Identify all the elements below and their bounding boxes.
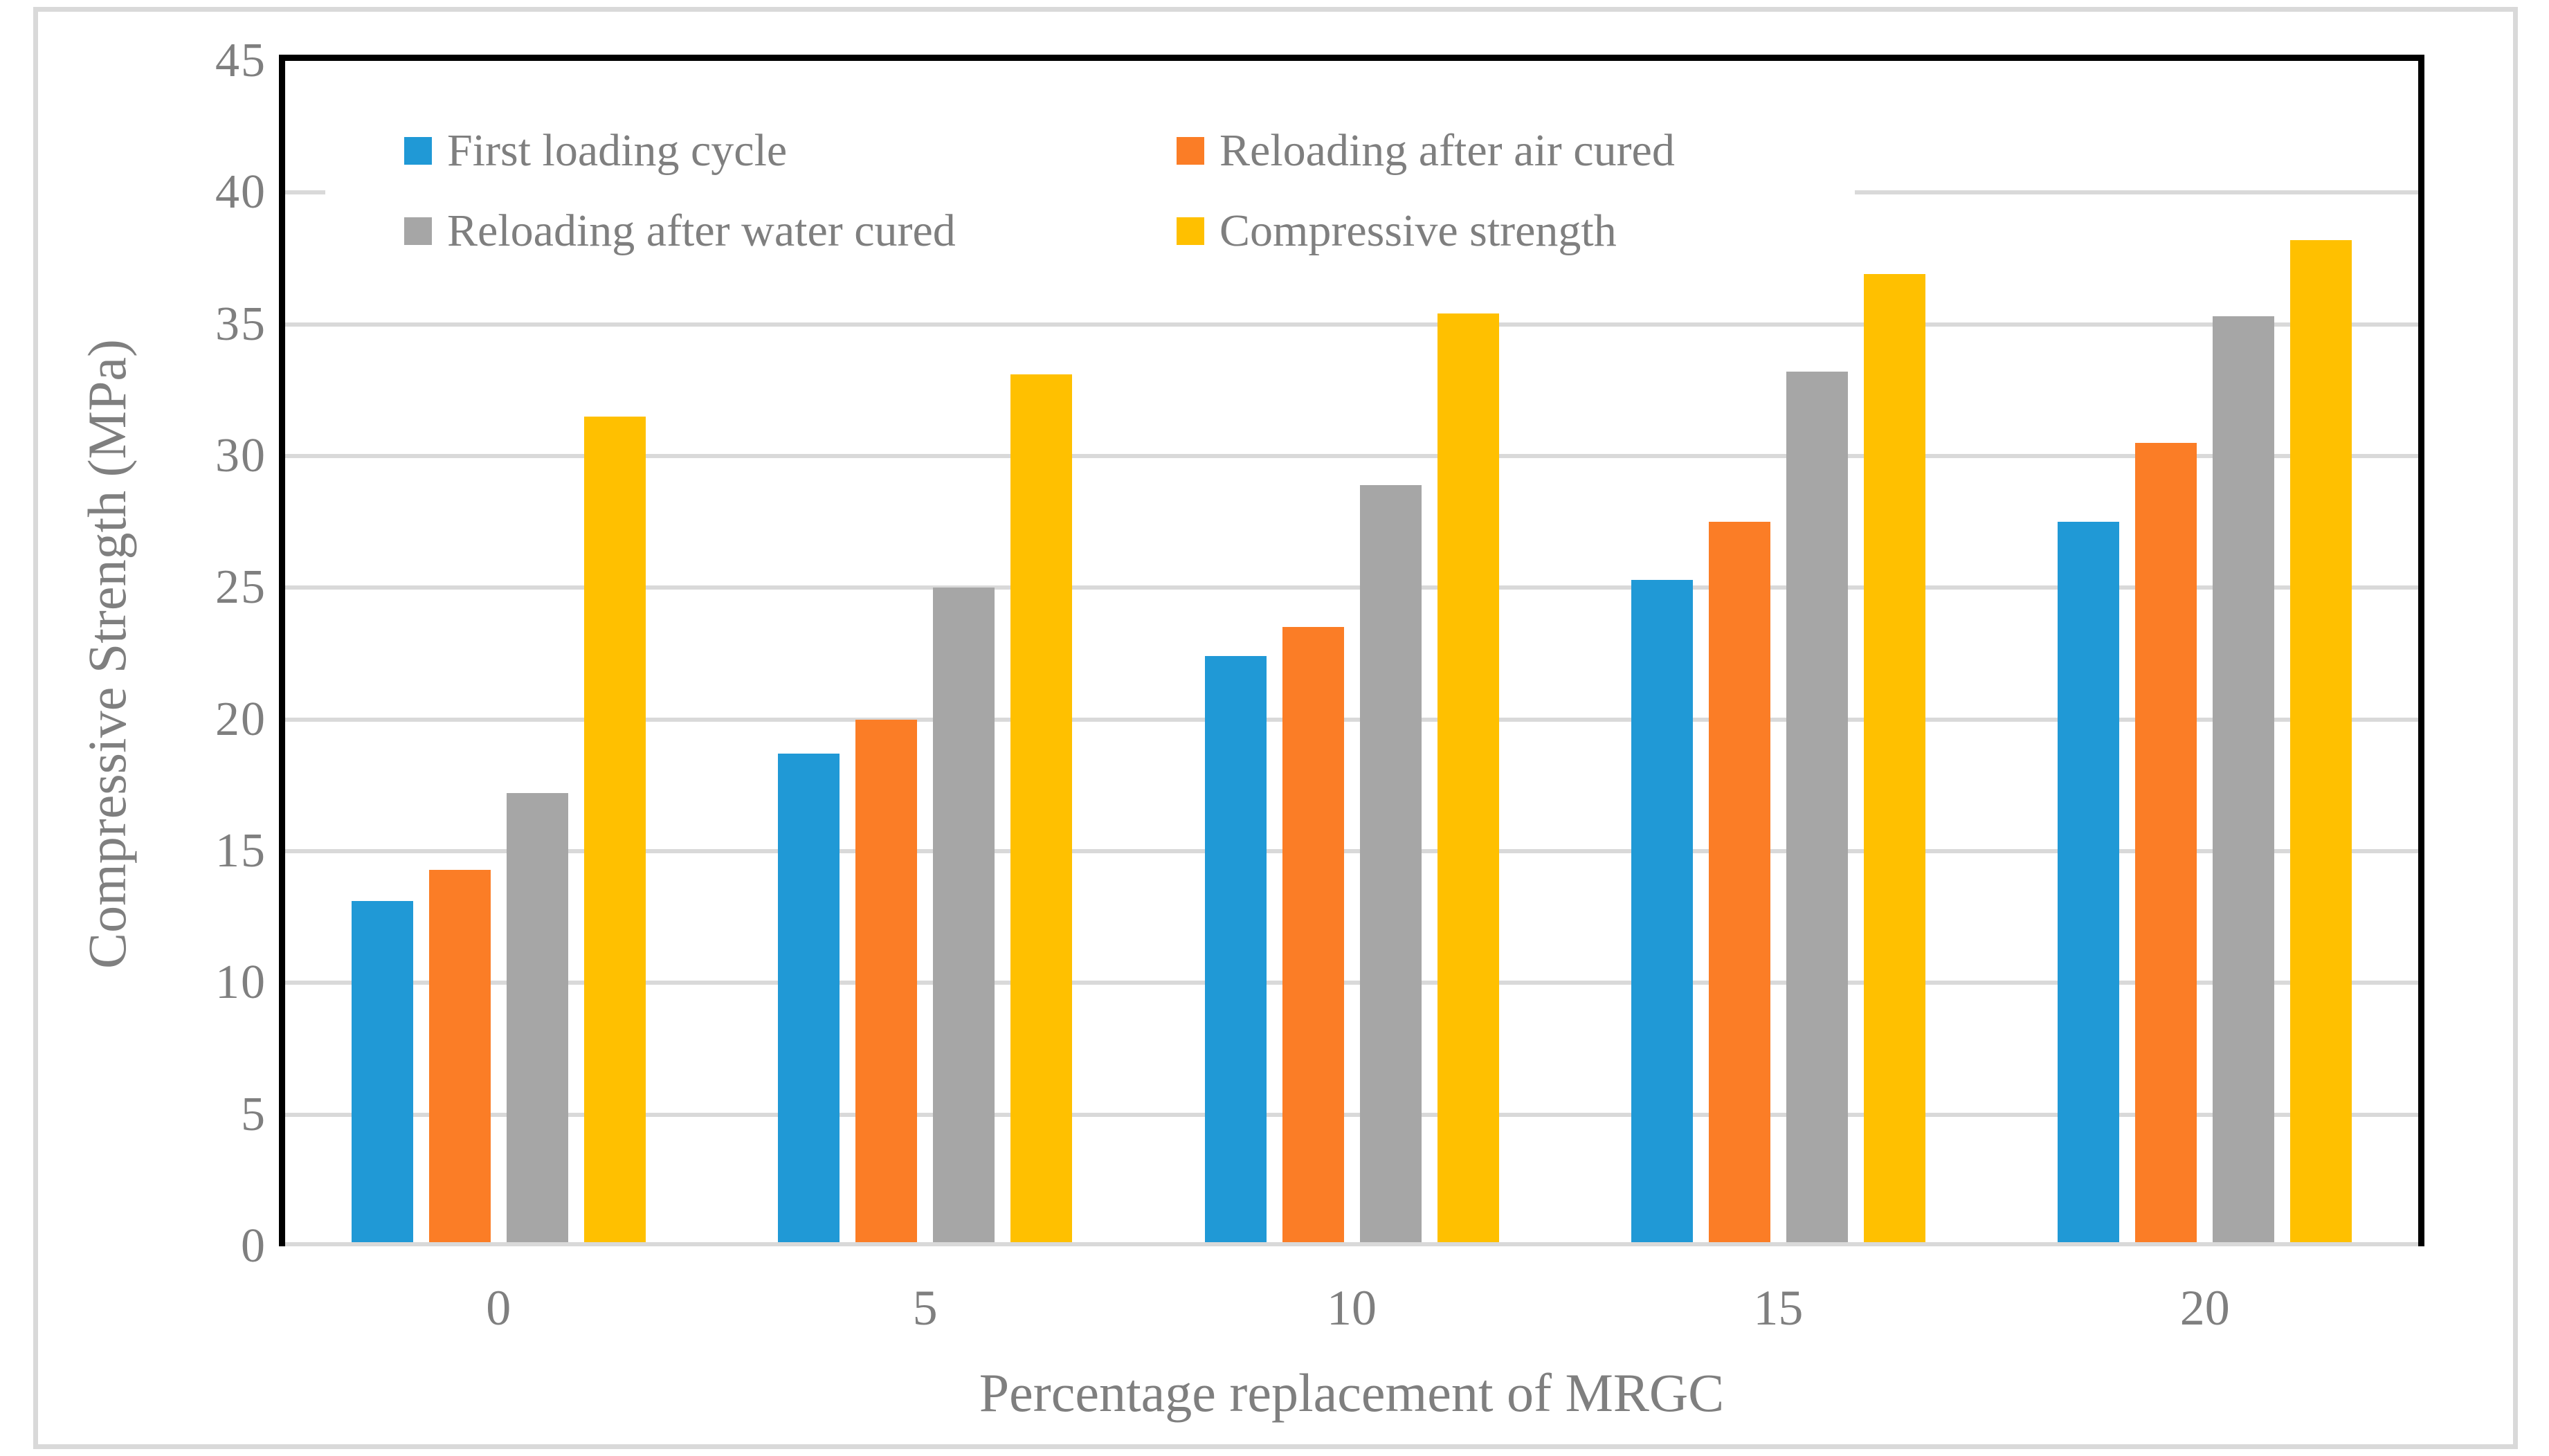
bar-first-loading-cycle-15 xyxy=(1631,579,1693,1242)
bar-first-loading-cycle-0 xyxy=(351,901,413,1242)
y-tick-label-0: 0 xyxy=(241,1219,266,1273)
y-tick-label-5: 5 xyxy=(241,1087,266,1141)
y-tick-label-45: 45 xyxy=(215,34,266,87)
gridline-20 xyxy=(285,717,2418,722)
bar-reloading-after-water-cured-10 xyxy=(1359,484,1422,1242)
bar-first-loading-cycle-10 xyxy=(1204,656,1267,1242)
bar-group-5 xyxy=(711,61,1138,1246)
x-axis-baseline xyxy=(285,1242,2418,1246)
bar-compressive-strength-5 xyxy=(1010,374,1073,1242)
x-tick-label-5: 5 xyxy=(912,1280,938,1336)
y-tick-label-30: 30 xyxy=(215,429,266,482)
legend-swatch-icon xyxy=(1177,137,1204,165)
legend-swatch-icon xyxy=(404,217,432,245)
bar-reloading-after-water-cured-5 xyxy=(933,588,995,1242)
bar-first-loading-cycle-20 xyxy=(2058,522,2120,1242)
bar-reloading-after-water-cured-20 xyxy=(2213,316,2275,1242)
gridline-35 xyxy=(285,322,2418,327)
gridline-15 xyxy=(285,849,2418,853)
legend-item-compressive-strength: Compressive strength xyxy=(1100,205,1855,257)
x-axis-title: Percentage replacement of MRGC xyxy=(979,1363,1725,1423)
bar-groups xyxy=(285,61,2418,1246)
bar-group-20 xyxy=(1992,61,2418,1246)
x-tick-label-0: 0 xyxy=(486,1280,511,1336)
gridline-5 xyxy=(285,1112,2418,1117)
bar-compressive-strength-20 xyxy=(2290,239,2352,1242)
legend-label: Reloading after air cured xyxy=(1219,125,1675,176)
x-tick-label-10: 10 xyxy=(1327,1280,1377,1336)
x-tick-label-15: 15 xyxy=(1753,1280,1804,1336)
bar-reloading-after-air-cured-0 xyxy=(428,869,491,1242)
gridline-25 xyxy=(285,585,2418,590)
bar-reloading-after-air-cured-20 xyxy=(2135,442,2197,1242)
legend: First loading cycle Reloading after air c… xyxy=(325,104,1855,292)
legend-label: First loading cycle xyxy=(447,125,788,176)
gridline-10 xyxy=(285,981,2418,985)
y-tick-label-35: 35 xyxy=(215,297,266,351)
legend-item-first-loading-cycle: First loading cycle xyxy=(325,125,1100,177)
bar-compressive-strength-0 xyxy=(583,416,646,1242)
gridline-30 xyxy=(285,454,2418,458)
bar-reloading-after-water-cured-0 xyxy=(506,793,568,1242)
bar-reloading-after-air-cured-10 xyxy=(1282,627,1344,1242)
bar-group-10 xyxy=(1139,61,1565,1246)
bar-compressive-strength-10 xyxy=(1437,313,1499,1242)
legend-swatch-icon xyxy=(1177,217,1204,245)
bar-compressive-strength-15 xyxy=(1863,274,1925,1242)
bar-reloading-after-air-cured-5 xyxy=(855,719,918,1242)
bar-group-0 xyxy=(285,61,711,1246)
legend-item-reloading-after-air-cured: Reloading after air cured xyxy=(1100,125,1855,177)
figure-border xyxy=(33,7,2518,1449)
y-tick-label-20: 20 xyxy=(215,692,266,746)
legend-label: Compressive strength xyxy=(1219,206,1617,256)
y-tick-label-15: 15 xyxy=(215,824,266,877)
legend-item-reloading-after-water-cured: Reloading after water cured xyxy=(325,205,1100,257)
bar-group-15 xyxy=(1565,61,1991,1246)
y-tick-label-10: 10 xyxy=(215,956,266,1010)
y-tick-label-40: 40 xyxy=(215,165,266,219)
x-tick-label-20: 20 xyxy=(2179,1280,2230,1336)
legend-label: Reloading after water cured xyxy=(447,206,956,256)
bar-first-loading-cycle-5 xyxy=(778,754,840,1242)
bar-reloading-after-air-cured-15 xyxy=(1708,522,1770,1242)
y-tick-label-25: 25 xyxy=(215,561,266,615)
legend-swatch-icon xyxy=(404,137,432,165)
bar-reloading-after-water-cured-15 xyxy=(1786,372,1848,1242)
